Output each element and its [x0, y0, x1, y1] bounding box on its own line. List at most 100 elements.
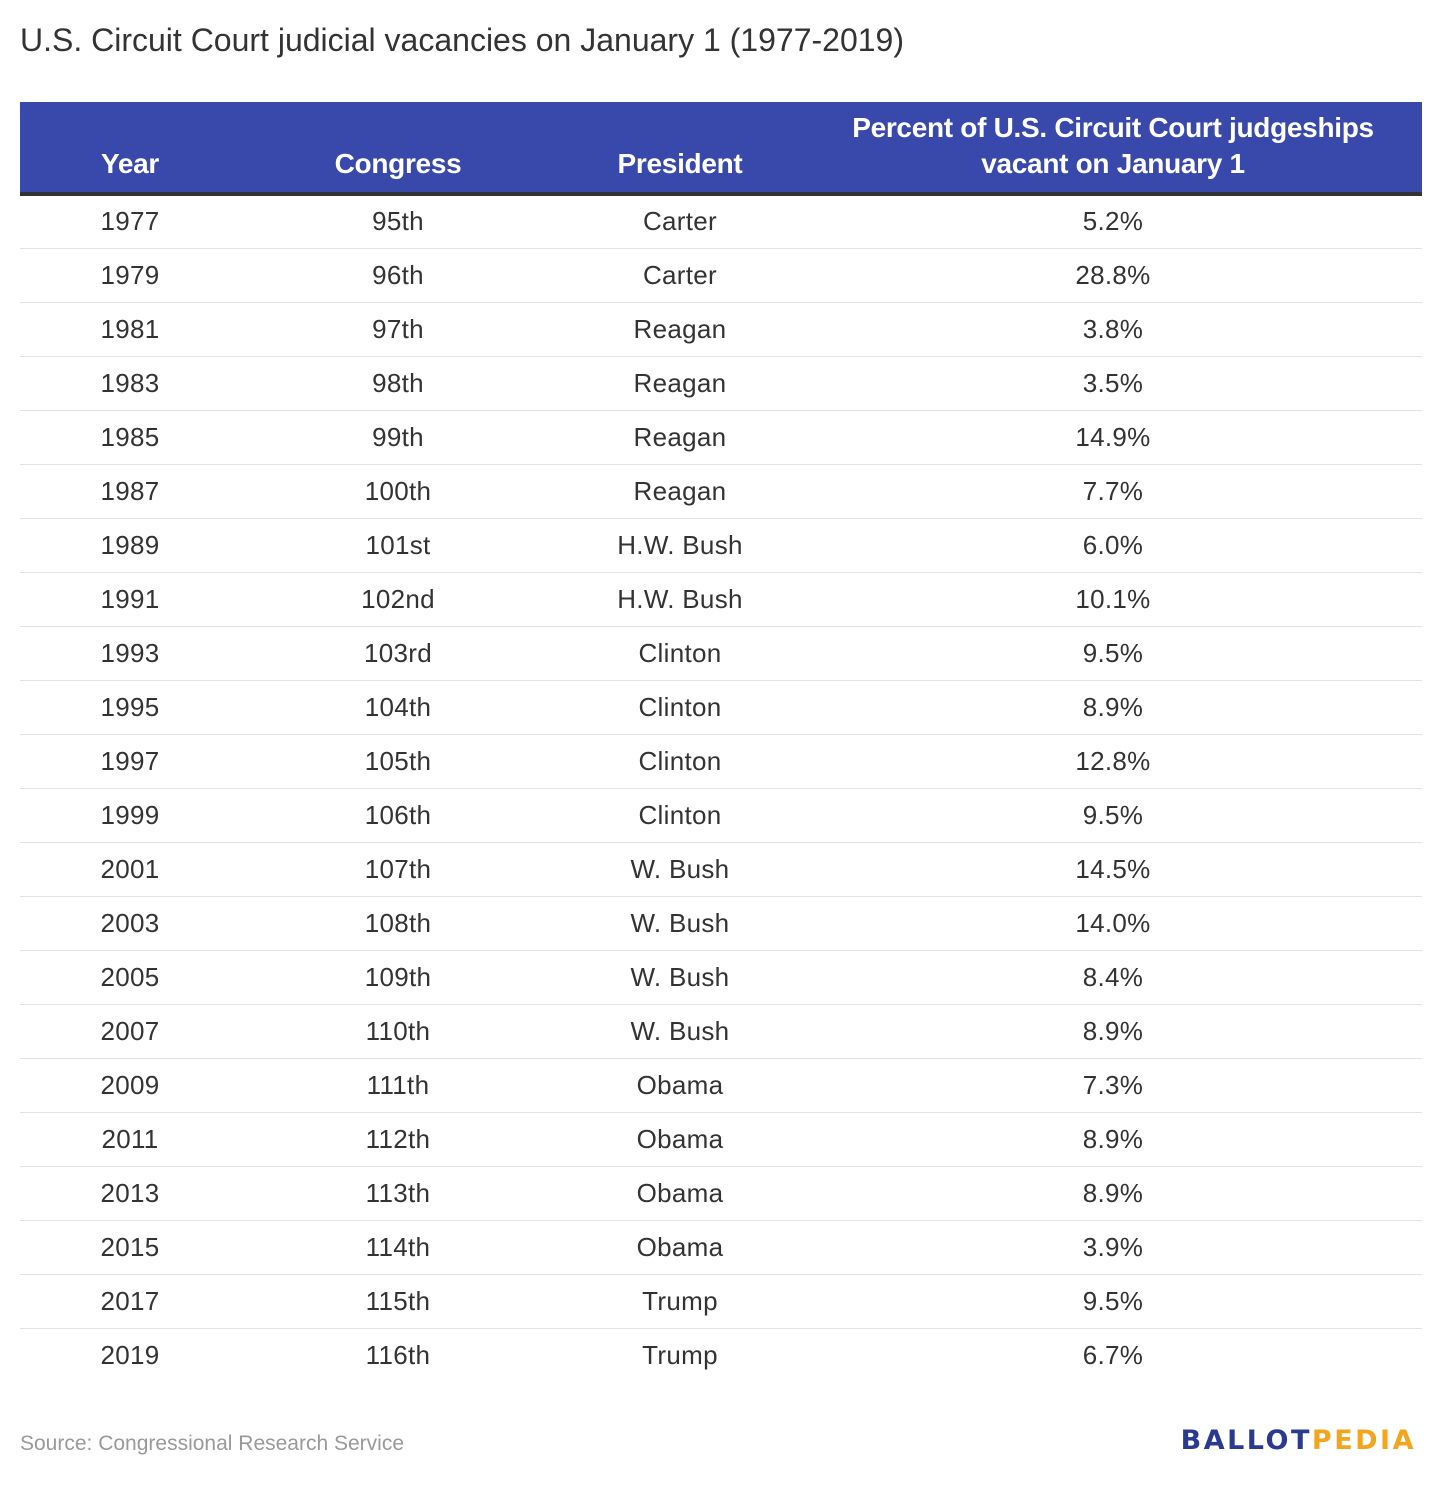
column-header-percent-vacant: Percent of U.S. Circuit Court judgeships…	[804, 102, 1422, 196]
cell-congress: 97th	[240, 302, 556, 357]
table-row: 2011 112th Obama 8.9%	[20, 1112, 1422, 1167]
table-row: 2019 116th Trump 6.7%	[20, 1328, 1422, 1382]
cell-year: 1977	[20, 194, 240, 249]
cell-year: 2019	[100, 1339, 160, 1370]
cell-congress: 116th	[365, 1339, 431, 1370]
cell-year: 1987	[20, 464, 240, 519]
cell-congress: 102nd	[240, 572, 556, 627]
table-header: Year Congress President Percent of U.S. …	[20, 102, 1422, 196]
cell-year: 2007	[20, 1004, 240, 1059]
cell-year: 1981	[20, 302, 240, 357]
header-row: Year Congress President Percent of U.S. …	[20, 102, 1422, 196]
column-header-congress: Congress	[240, 102, 556, 196]
cell-congress: 99th	[240, 410, 556, 465]
cell-president: Obama	[556, 1058, 804, 1113]
cell-president: H.W. Bush	[556, 518, 804, 573]
cell-percent-vacant: 8.9%	[804, 1166, 1422, 1221]
cell-congress: 109th	[240, 950, 556, 1005]
cell-year: 2011	[20, 1112, 240, 1167]
cell-congress: 105th	[240, 734, 556, 789]
cell-congress: 95th	[240, 194, 556, 249]
cell-percent-vacant: 8.9%	[804, 680, 1422, 735]
cell-congress: 100th	[240, 464, 556, 519]
cell-percent-vacant: 6.7%	[1082, 1339, 1144, 1370]
cell-congress: 96th	[240, 248, 556, 303]
cell-year: 2001	[20, 842, 240, 897]
cell-year: 2005	[20, 950, 240, 1005]
table-body: 1977 95th Carter 5.2% 1979 96th Carter 28.8% 198…	[20, 194, 1422, 1382]
table-row: 1999 106th Clinton 9.5%	[20, 788, 1422, 843]
cell-percent-vacant: 14.0%	[804, 896, 1422, 951]
cell-president: Obama	[556, 1220, 804, 1275]
cell-president: Reagan	[556, 356, 804, 411]
cell-president: Obama	[556, 1166, 804, 1221]
column-header-year: Year	[20, 102, 240, 196]
column-header-president: President	[556, 102, 804, 196]
table-row: 1987 100th Reagan 7.7%	[20, 464, 1422, 519]
cell-percent-vacant: 8.4%	[804, 950, 1422, 1005]
cell-percent-vacant: 7.7%	[804, 464, 1422, 519]
cell-congress: 112th	[240, 1112, 556, 1167]
cell-congress: 115th	[240, 1274, 556, 1329]
chart-title: U.S. Circuit Court judicial vacancies on…	[20, 22, 904, 58]
cell-year: 1983	[20, 356, 240, 411]
table-row: 1979 96th Carter 28.8%	[20, 248, 1422, 303]
cell-congress: 110th	[240, 1004, 556, 1059]
cell-percent-vacant: 8.9%	[804, 1004, 1422, 1059]
cell-congress: 104th	[240, 680, 556, 735]
cell-congress: 106th	[240, 788, 556, 843]
cell-congress: 103rd	[240, 626, 556, 681]
table-row: 1989 101st H.W. Bush 6.0%	[20, 518, 1422, 573]
table-row: 1995 104th Clinton 8.9%	[20, 680, 1422, 735]
cell-year: 1989	[20, 518, 240, 573]
cell-percent-vacant: 7.3%	[804, 1058, 1422, 1113]
cell-president: Reagan	[556, 464, 804, 519]
cell-president: Clinton	[556, 626, 804, 681]
cell-year: 1979	[20, 248, 240, 303]
cell-year: 2015	[20, 1220, 240, 1275]
cell-percent-vacant: 28.8%	[804, 248, 1422, 303]
cell-year: 2017	[20, 1274, 240, 1329]
table-row: 2013 113th Obama 8.9%	[20, 1166, 1422, 1221]
cell-president: Clinton	[556, 788, 804, 843]
table-row: 2003 108th W. Bush 14.0%	[20, 896, 1422, 951]
cell-congress: 98th	[240, 356, 556, 411]
cell-congress: 107th	[240, 842, 556, 897]
source-note: Source: Congressional Research Service	[20, 1432, 405, 1455]
cell-president: Reagan	[556, 302, 804, 357]
cell-year: 2013	[20, 1166, 240, 1221]
cell-president: Reagan	[556, 410, 804, 465]
cell-president: Trump	[556, 1274, 804, 1329]
cell-percent-vacant: 9.5%	[804, 626, 1422, 681]
cell-congress: 108th	[240, 896, 556, 951]
cell-percent-vacant: 9.5%	[804, 1274, 1422, 1329]
table-row: 1997 105th Clinton 12.8%	[20, 734, 1422, 789]
cell-year: 2009	[20, 1058, 240, 1113]
cell-year: 1991	[20, 572, 240, 627]
cell-percent-vacant: 14.9%	[804, 410, 1422, 465]
cell-percent-vacant: 12.8%	[804, 734, 1422, 789]
logo-text-ballot: BALLOT	[1180, 1425, 1312, 1456]
table-row: 2017 115th Trump 9.5%	[20, 1274, 1422, 1329]
logo-text-pedia: PEDIA	[1311, 1425, 1416, 1456]
cell-year: 1999	[20, 788, 240, 843]
cell-percent-vacant: 3.5%	[804, 356, 1422, 411]
cell-congress: 111th	[240, 1058, 556, 1113]
table-row: 1985 99th Reagan 14.9%	[20, 410, 1422, 465]
cell-president: W. Bush	[556, 1004, 804, 1059]
cell-president: Clinton	[556, 734, 804, 789]
table-row: 1977 95th Carter 5.2%	[20, 194, 1422, 249]
table-row: 1991 102nd H.W. Bush 10.1%	[20, 572, 1422, 627]
cell-percent-vacant: 9.5%	[804, 788, 1422, 843]
cell-percent-vacant: 10.1%	[804, 572, 1422, 627]
cell-president: W. Bush	[556, 896, 804, 951]
cell-congress: 114th	[240, 1220, 556, 1275]
cell-president: H.W. Bush	[556, 572, 804, 627]
cell-president: Carter	[556, 194, 804, 249]
vacancy-table: Year Congress President Percent of U.S. …	[20, 102, 1422, 1382]
ballotpedia-logo: BALLOTPEDIA	[1181, 1425, 1416, 1456]
table-row: 2015 114th Obama 3.9%	[20, 1220, 1422, 1275]
table-row: 2009 111th Obama 7.3%	[20, 1058, 1422, 1113]
cell-percent-vacant: 3.8%	[804, 302, 1422, 357]
table-row: 1981 97th Reagan 3.8%	[20, 302, 1422, 357]
